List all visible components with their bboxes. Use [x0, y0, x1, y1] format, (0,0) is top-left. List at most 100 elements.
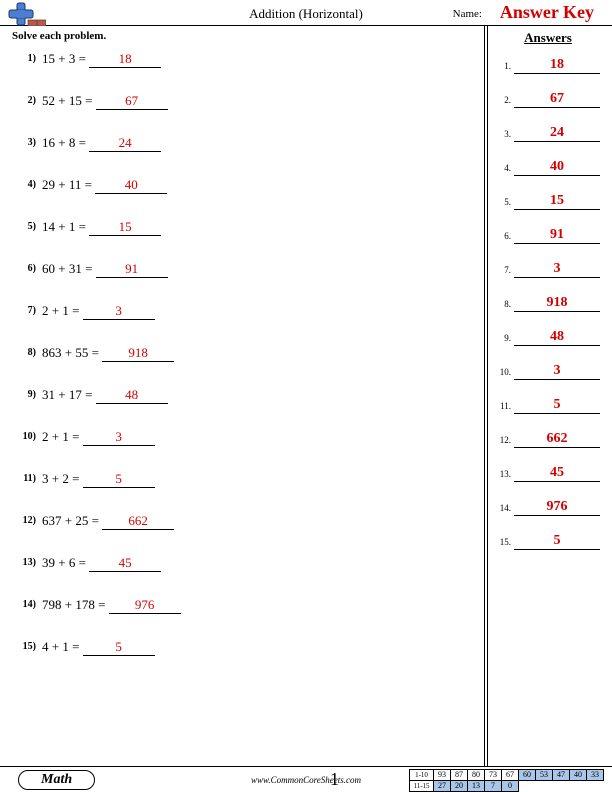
score-cell: 0	[502, 781, 519, 792]
score-row-label: 11-15	[410, 781, 434, 792]
answer-blank[interactable]: 40	[514, 158, 600, 176]
score-cell: 47	[553, 770, 570, 781]
problem-answer-blank[interactable]: 48	[96, 387, 168, 404]
answer-blank[interactable]: 3	[514, 362, 600, 380]
score-cell: 40	[570, 770, 587, 781]
problem-row: 9)31 + 17 = 48	[12, 386, 484, 404]
problem-answer-blank[interactable]: 5	[83, 471, 155, 488]
problem-answer-blank[interactable]: 3	[83, 303, 155, 320]
problem-expression: 60 + 31 =	[42, 260, 96, 278]
instruction-text: Solve each problem.	[12, 30, 484, 42]
answer-row: 4.40	[496, 158, 600, 176]
answers-column: Answers 1.182.673.244.405.156.917.38.918…	[488, 26, 600, 766]
problem-row: 6)60 + 31 = 91	[12, 260, 484, 278]
problem-row: 8)863 + 55 = 918	[12, 344, 484, 362]
score-cell: 13	[468, 781, 485, 792]
answer-key-label: Answer Key	[500, 2, 594, 23]
answer-blank[interactable]: 18	[514, 56, 600, 74]
problem-expression: 798 + 178 =	[42, 596, 109, 614]
answer-number: 15.	[496, 534, 514, 550]
problem-row: 1)15 + 3 = 18	[12, 50, 484, 68]
answer-blank[interactable]: 976	[514, 498, 600, 516]
answer-number: 2.	[496, 92, 514, 108]
answer-number: 3.	[496, 126, 514, 142]
answer-row: 12.662	[496, 430, 600, 448]
problem-row: 3)16 + 8 = 24	[12, 134, 484, 152]
score-cell: 87	[451, 770, 468, 781]
problem-number: 10)	[16, 428, 42, 446]
problem-number: 11)	[16, 470, 42, 488]
answer-blank[interactable]: 91	[514, 226, 600, 244]
answer-number: 13.	[496, 466, 514, 482]
worksheet-header: Addition (Horizontal) Name: Answer Key	[0, 0, 612, 26]
problem-answer-blank[interactable]: 45	[89, 555, 161, 572]
problem-expression: 14 + 1 =	[42, 218, 89, 236]
answer-blank[interactable]: 662	[514, 430, 600, 448]
score-cell: 73	[485, 770, 502, 781]
worksheet-body: Solve each problem. 1)15 + 3 = 182)52 + …	[12, 26, 600, 766]
score-cell: 20	[451, 781, 468, 792]
problem-expression: 31 + 17 =	[42, 386, 96, 404]
answer-row: 8.918	[496, 294, 600, 312]
score-cell: 60	[519, 770, 536, 781]
problem-answer-blank[interactable]: 976	[109, 597, 181, 614]
answer-row: 9.48	[496, 328, 600, 346]
problem-expression: 16 + 8 =	[42, 134, 89, 152]
score-cell: 67	[502, 770, 519, 781]
answer-blank[interactable]: 918	[514, 294, 600, 312]
answer-blank[interactable]: 3	[514, 260, 600, 278]
problem-answer-blank[interactable]: 91	[96, 261, 168, 278]
problem-number: 13)	[16, 554, 42, 572]
answer-blank[interactable]: 5	[514, 396, 600, 414]
answer-number: 9.	[496, 330, 514, 346]
answer-blank[interactable]: 15	[514, 192, 600, 210]
score-row-label: 1-10	[410, 770, 434, 781]
problem-answer-blank[interactable]: 67	[96, 93, 168, 110]
problem-answer-blank[interactable]: 40	[95, 177, 167, 194]
answer-blank[interactable]: 45	[514, 464, 600, 482]
problem-expression: 4 + 1 =	[42, 638, 83, 656]
answer-number: 14.	[496, 500, 514, 516]
problem-expression: 637 + 25 =	[42, 512, 102, 530]
problem-answer-blank[interactable]: 662	[102, 513, 174, 530]
problem-answer-blank[interactable]: 918	[102, 345, 174, 362]
problem-expression: 39 + 6 =	[42, 554, 89, 572]
score-cell: 80	[468, 770, 485, 781]
answer-blank[interactable]: 24	[514, 124, 600, 142]
answer-blank[interactable]: 48	[514, 328, 600, 346]
answer-blank[interactable]: 5	[514, 532, 600, 550]
score-cell: 93	[434, 770, 451, 781]
answer-row: 7.3	[496, 260, 600, 278]
problem-answer-blank[interactable]: 3	[83, 429, 155, 446]
answer-number: 10.	[496, 364, 514, 380]
answer-row: 11.5	[496, 396, 600, 414]
score-cell: 53	[536, 770, 553, 781]
name-label: Name:	[453, 8, 482, 20]
problem-answer-blank[interactable]: 24	[89, 135, 161, 152]
answer-blank[interactable]: 67	[514, 90, 600, 108]
problem-expression: 863 + 55 =	[42, 344, 102, 362]
answer-row: 1.18	[496, 56, 600, 74]
score-cell: 7	[485, 781, 502, 792]
problem-answer-blank[interactable]: 18	[89, 51, 161, 68]
answer-row: 14.976	[496, 498, 600, 516]
answer-number: 6.	[496, 228, 514, 244]
answer-number: 5.	[496, 194, 514, 210]
problem-number: 4)	[16, 176, 42, 194]
problem-row: 10)2 + 1 = 3	[12, 428, 484, 446]
problem-number: 7)	[16, 302, 42, 320]
problem-answer-blank[interactable]: 5	[83, 639, 155, 656]
problem-expression: 2 + 1 =	[42, 428, 83, 446]
problem-row: 7)2 + 1 = 3	[12, 302, 484, 320]
problem-number: 3)	[16, 134, 42, 152]
answer-row: 5.15	[496, 192, 600, 210]
problem-number: 5)	[16, 218, 42, 236]
page-number: 1	[330, 769, 339, 790]
problem-answer-blank[interactable]: 15	[89, 219, 161, 236]
problem-expression: 2 + 1 =	[42, 302, 83, 320]
problem-expression: 52 + 15 =	[42, 92, 96, 110]
problem-number: 15)	[16, 638, 42, 656]
problem-row: 13)39 + 6 = 45	[12, 554, 484, 572]
problem-row: 4)29 + 11 = 40	[12, 176, 484, 194]
problems-area: Solve each problem. 1)15 + 3 = 182)52 + …	[12, 26, 484, 766]
